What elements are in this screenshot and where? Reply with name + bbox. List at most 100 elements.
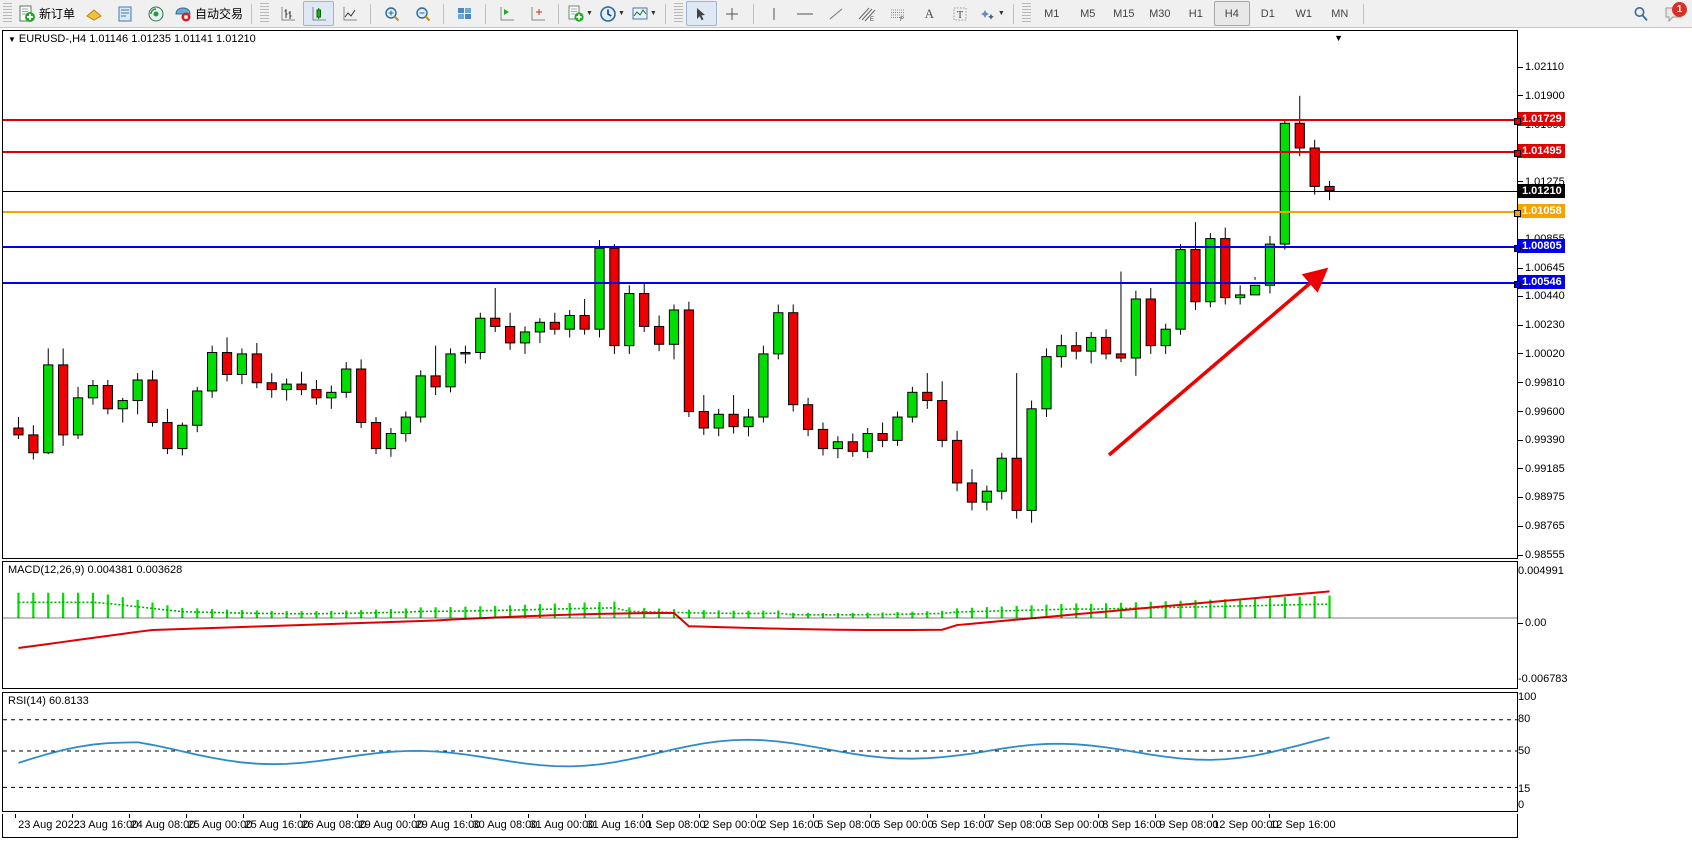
indicators-icon[interactable]: ▼ (564, 1, 596, 26)
time-scale[interactable]: 23 Aug 2022 23 Aug 16:00 24 Aug 08:00 25 Au… (2, 814, 1518, 838)
timeframe-d1[interactable]: D1 (1260, 7, 1275, 20)
timeframe-mn[interactable]: MN (1331, 7, 1349, 20)
text-label-icon[interactable]: T (945, 1, 976, 26)
toolbar-grip-4[interactable] (1021, 3, 1031, 24)
auto-scroll-icon[interactable] (491, 1, 522, 26)
rsi-tick: 100 (1518, 691, 1537, 703)
chevron-down-icon-4[interactable]: ▼ (997, 10, 1005, 17)
time-tick (1268, 814, 1270, 818)
time-tick (869, 814, 871, 818)
time-label: 1 Sep 08:00 (646, 819, 706, 831)
rsi-indicator-panel[interactable]: RSI(14) 60.8133 (2, 692, 1518, 812)
time-tick (1097, 814, 1099, 818)
price-tick: 1.02110 (1518, 61, 1564, 73)
time-tick (983, 814, 985, 818)
alerts-icon[interactable]: 1 (1664, 1, 1687, 24)
zoom-out-icon[interactable] (407, 1, 438, 26)
time-label: 25 Aug 16:00 (244, 819, 310, 831)
chart-shift-icon[interactable] (522, 1, 553, 26)
timeframe-h1[interactable]: H1 (1188, 7, 1203, 20)
time-label: 2 Sep 16:00 (760, 819, 820, 831)
price-tick: 0.99600 (1518, 406, 1565, 418)
search-icon[interactable] (1625, 1, 1656, 26)
time-label: 29 Aug 16:00 (415, 819, 481, 831)
trendline-icon[interactable] (821, 1, 852, 26)
chart-workspace[interactable]: ▼ EURUSD-,H4 1.01146 1.01235 1.01141 1.01… (0, 28, 1692, 852)
time-tick (15, 814, 16, 818)
rsi-tick: 0 (1518, 799, 1525, 811)
price-tag-support-line[interactable]: 1.00546 (1518, 274, 1565, 289)
text-icon[interactable]: A (924, 5, 935, 21)
cursor-icon[interactable] (685, 1, 717, 26)
time-label: 12 Sep 16:00 (1270, 819, 1336, 831)
autotrading-icon[interactable]: 自动交易 (171, 1, 246, 26)
chevron-down-icon-3[interactable]: ▼ (649, 10, 657, 17)
data-window-icon[interactable] (109, 1, 140, 26)
level-line-1.00546[interactable] (3, 280, 1521, 288)
time-label: 5 Sep 08:00 (817, 819, 877, 831)
time-tick (242, 814, 244, 818)
price-tick: 1.00230 (1518, 319, 1565, 331)
timeframe-m5[interactable]: M5 (1080, 7, 1096, 20)
time-label: 7 Sep 08:00 (988, 819, 1048, 831)
macd-tick-zero: 0.00 (1518, 617, 1546, 629)
fibonacci-icon[interactable]: F (883, 1, 914, 26)
time-tick (527, 814, 529, 818)
candlestick-series (13, 95, 1335, 523)
equidistant-channel-icon[interactable]: E (852, 1, 883, 26)
price-chart-panel[interactable]: ▼ EURUSD-,H4 1.01146 1.01235 1.01141 1.01… (2, 30, 1521, 559)
autotrading-label: 自动交易 (195, 7, 244, 21)
toolbar-grip[interactable] (3, 3, 12, 24)
level-line-1.01210[interactable] (3, 190, 1517, 192)
time-tick (185, 814, 187, 818)
time-tick (356, 814, 358, 818)
svg-text:T: T (957, 10, 963, 21)
chart-scroll-indicator[interactable]: ▼ (1334, 33, 1343, 43)
price-tag-pivot-line[interactable]: 1.01058 (1518, 204, 1565, 219)
level-line-1.01495[interactable] (3, 150, 1521, 158)
price-tick: 1.01900 (1518, 90, 1565, 102)
line-chart-icon[interactable] (334, 1, 365, 26)
time-label: 8 Sep 16:00 (1102, 819, 1162, 831)
symbols-icon[interactable] (449, 1, 480, 26)
time-label: 12 Sep 00:00 (1213, 819, 1279, 831)
candlestick-chart-icon[interactable] (303, 1, 335, 26)
signals-icon[interactable] (140, 1, 171, 26)
timeframe-h4[interactable]: H4 (1213, 1, 1250, 26)
price-tag-current-price[interactable]: 1.01210 (1518, 183, 1565, 198)
macd-tick-min: -0.006783 (1518, 673, 1568, 685)
chevron-down-icon-header[interactable]: ▼ (8, 34, 16, 44)
bar-chart-icon[interactable] (272, 1, 303, 26)
zoom-in-icon[interactable] (376, 1, 407, 26)
timeframe-m30[interactable]: M30 (1149, 7, 1171, 20)
new-order-button[interactable]: 新订单 (15, 1, 78, 26)
level-line-1.00805[interactable] (3, 245, 1521, 253)
price-scale[interactable]: 1.021101.019001.016901.012751.008551.006… (1518, 30, 1690, 812)
periods-icon[interactable]: ▼ (596, 1, 628, 26)
vertical-line-icon[interactable] (759, 1, 790, 26)
price-tag-resistance-line[interactable]: 1.01495 (1518, 144, 1565, 159)
toolbar-grip-3[interactable] (673, 3, 683, 24)
chevron-down-icon[interactable]: ▼ (586, 10, 593, 17)
toolbar-divider-7 (752, 3, 754, 24)
level-line-1.01058[interactable] (3, 210, 1521, 218)
price-tick: 0.98975 (1518, 491, 1565, 503)
time-label: 30 Aug 08:00 (472, 819, 538, 831)
timeframe-w1[interactable]: W1 (1295, 7, 1313, 20)
time-tick (71, 814, 73, 818)
level-line-1.01729[interactable] (3, 118, 1521, 126)
toolbar-grip-2[interactable] (260, 3, 270, 24)
crosshair-icon[interactable] (717, 1, 748, 26)
price-tag-resistance-line[interactable]: 1.01729 (1518, 112, 1565, 127)
templates-icon[interactable]: ▼ (628, 1, 660, 26)
chevron-down-icon-2[interactable]: ▼ (617, 10, 625, 17)
timeframe-m1[interactable]: M1 (1044, 7, 1060, 20)
toolbar-divider-9 (1362, 3, 1364, 24)
expert-advisors-icon[interactable] (78, 1, 109, 26)
price-tag-support-line[interactable]: 1.00805 (1518, 239, 1565, 254)
macd-indicator-panel[interactable]: MACD(12,26,9) 0.004381 0.003628 (2, 561, 1518, 689)
objects-icon[interactable]: ▼ (976, 1, 1008, 26)
horizontal-line-icon[interactable] (790, 1, 821, 26)
toolbar-divider (251, 3, 253, 24)
timeframe-m15[interactable]: M15 (1113, 7, 1135, 20)
